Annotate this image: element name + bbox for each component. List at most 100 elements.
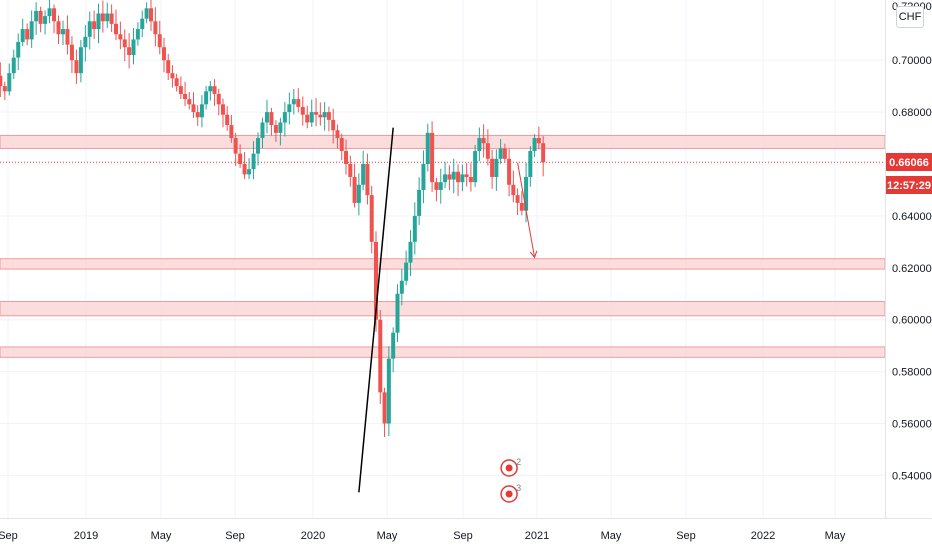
candle-body: [477, 138, 482, 152]
candle-body: [140, 18, 145, 30]
candle-body: [395, 293, 400, 333]
candle-body: [305, 114, 310, 123]
candle-body: [447, 174, 452, 180]
candle-body: [78, 47, 83, 74]
trend-line[interactable]: [358, 127, 394, 493]
candle-body: [25, 29, 30, 40]
price-zone: [0, 301, 886, 317]
candle-body: [56, 21, 61, 35]
candle-body: [494, 158, 499, 177]
candle-body: [83, 36, 88, 48]
event-count-badge: 3: [516, 483, 521, 493]
event-markers[interactable]: 23: [500, 457, 521, 503]
candle-body: [515, 195, 520, 203]
candle-body: [191, 104, 196, 113]
candle-body: [541, 143, 546, 163]
time-tick-label: Sep: [225, 530, 245, 542]
candle-body: [43, 16, 48, 24]
candle-body: [365, 164, 370, 196]
candle-body: [65, 29, 70, 45]
candle-body: [96, 13, 101, 30]
candle-body: [149, 8, 153, 22]
time-tick-label: May: [601, 530, 622, 542]
time-axis[interactable]: Sep 2019 May Sep 2020 May Sep 2021 May Sep 2022 May: [0, 530, 846, 542]
candle-body: [60, 29, 65, 35]
dividend-flag-icon-dot: [505, 464, 513, 472]
candle-body: [0, 75, 3, 87]
candle-body: [481, 138, 486, 144]
projection-arrow[interactable]: [517, 162, 536, 258]
candle-body: [225, 114, 230, 126]
candle-body: [105, 13, 110, 22]
candle-body: [511, 184, 516, 196]
candle-body: [38, 10, 43, 24]
price-axis[interactable]: 0.54000 0.56000 0.58000 0.60000 0.62000 0.640…: [892, 55, 932, 482]
price-zone: [0, 134, 886, 149]
candle-body: [438, 182, 443, 190]
candle-body: [498, 148, 503, 159]
last-price-label: 0.66066: [889, 157, 929, 169]
candle-body: [524, 176, 529, 211]
time-tick-label: May: [377, 530, 398, 542]
candle-body: [339, 138, 344, 152]
candle-body: [135, 29, 140, 40]
time-tick-label: 2022: [751, 530, 775, 542]
candle-body: [314, 112, 319, 115]
candle-body: [238, 153, 243, 164]
last-price-badge: 0.66066: [886, 153, 932, 171]
countdown-badge: 12:57:29: [886, 176, 932, 194]
candle-body: [233, 138, 238, 154]
candle-body: [273, 125, 278, 133]
price-tick-label: 0.68000: [892, 107, 932, 119]
candle-body: [166, 60, 171, 74]
candle-body: [162, 47, 167, 61]
candle-body: [11, 57, 16, 74]
time-tick-label: 2020: [301, 530, 325, 542]
candle-body: [100, 13, 105, 22]
currency-badge[interactable]: CHF: [896, 6, 924, 28]
projection-arrowhead: [529, 250, 538, 259]
candle-body: [52, 8, 57, 22]
price-tick-label: 0.64000: [892, 211, 932, 223]
candle-body: [157, 34, 162, 48]
candle-body: [412, 215, 417, 242]
candle-body: [528, 151, 533, 177]
candle-body: [34, 10, 39, 22]
price-zone: [0, 258, 886, 270]
candlesticks: [0, 0, 546, 438]
candle-body: [212, 86, 217, 94]
candle-body: [373, 241, 378, 320]
candle-body: [391, 332, 396, 359]
candle-body: [460, 174, 465, 183]
candle-body: [464, 174, 469, 177]
candle-body: [490, 158, 495, 177]
candle-body: [242, 164, 247, 175]
candle-body: [443, 174, 448, 183]
candle-body: [356, 184, 361, 203]
candle-body: [318, 114, 323, 118]
candle-body: [473, 151, 478, 183]
candle-body: [256, 138, 261, 154]
candle-body: [322, 112, 327, 118]
drawings[interactable]: [358, 127, 538, 493]
candle-body: [386, 358, 391, 424]
candle-body: [264, 112, 269, 123]
candle-body: [251, 153, 256, 170]
candle-body: [331, 119, 336, 131]
candle-body: [204, 91, 209, 105]
time-tick-label: May: [151, 530, 172, 542]
candle-body: [502, 148, 507, 159]
candle-body: [131, 39, 136, 56]
candle-body: [282, 112, 287, 123]
split-flag-icon-dot: [505, 490, 513, 498]
candle-body: [507, 158, 512, 185]
candle-body: [69, 44, 74, 61]
candle-body: [291, 99, 296, 105]
time-tick-label: 2021: [525, 530, 549, 542]
time-tick-label: Sep: [676, 530, 696, 542]
time-tick-label: 2019: [74, 530, 98, 542]
candle-body: [229, 125, 234, 139]
candle-body: [326, 112, 331, 120]
